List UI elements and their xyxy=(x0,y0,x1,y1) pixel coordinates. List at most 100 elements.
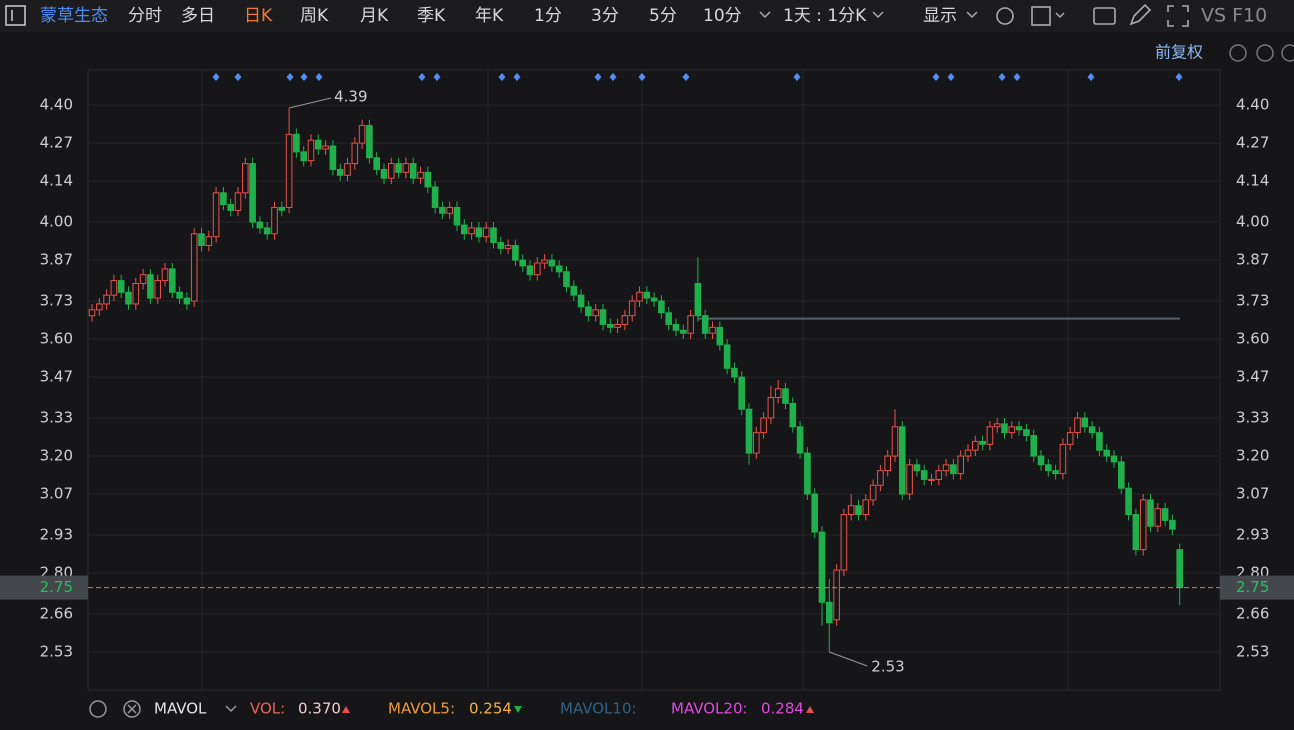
period-tab[interactable]: 分时 xyxy=(128,6,162,26)
close-x xyxy=(127,704,137,714)
candle-body xyxy=(1176,549,1184,589)
candle-body xyxy=(409,163,417,179)
candle-body xyxy=(475,227,483,238)
indicator-settings[interactable] xyxy=(89,700,107,718)
y-tick-label-right: 3.87 xyxy=(1236,251,1269,269)
candle-body xyxy=(256,221,264,229)
candle-body xyxy=(373,157,380,170)
last-price-badge xyxy=(0,575,88,600)
candle-body xyxy=(563,271,570,287)
candle-body xyxy=(774,388,782,399)
zoom-out-icon[interactable] xyxy=(1256,44,1274,62)
candle-body xyxy=(322,145,329,150)
candle-body xyxy=(687,315,694,334)
candle-body xyxy=(526,265,534,276)
candle-body xyxy=(701,315,709,334)
candle-body xyxy=(198,233,205,246)
period-tabs: 分时 多日 日K 周K 月K 季K 年K 1分 3分 5分 10分 xyxy=(128,6,742,26)
candle-body xyxy=(220,192,227,206)
display-menu[interactable]: 显示 xyxy=(923,6,957,26)
checkbox-icon[interactable] xyxy=(1031,6,1051,26)
y-tick-label-right: 3.33 xyxy=(1236,409,1269,427)
candle-body xyxy=(694,282,702,317)
candle-body xyxy=(1096,432,1103,451)
candle-body xyxy=(1161,508,1169,521)
settings-icon[interactable] xyxy=(996,7,1014,25)
y-tick-label-right: 3.07 xyxy=(1236,485,1269,503)
candle-body xyxy=(278,206,286,211)
candle-body xyxy=(636,291,643,302)
draw-icon[interactable] xyxy=(1129,3,1152,26)
candle-body xyxy=(716,326,724,346)
candle-body xyxy=(431,186,439,208)
event-marker xyxy=(609,73,617,81)
vol-value: 0.370 xyxy=(298,700,341,718)
candle-body xyxy=(453,206,461,226)
period-tab[interactable]: 月K xyxy=(360,6,389,26)
period-tab[interactable]: 10分 xyxy=(703,6,742,26)
min-label: 2.53 xyxy=(871,657,904,675)
candle-body xyxy=(519,259,527,267)
zoom-in-icon[interactable] xyxy=(1281,44,1294,62)
candle-body xyxy=(468,227,475,235)
candle-body xyxy=(1059,443,1067,475)
candle-body xyxy=(1125,487,1132,516)
period-tab[interactable]: 日K xyxy=(244,6,273,26)
y-tick-label: 3.07 xyxy=(40,485,73,503)
candle-body xyxy=(534,262,541,276)
candle-body xyxy=(125,291,132,305)
candle-body xyxy=(285,133,293,208)
up-arrow xyxy=(342,706,350,713)
candle-body xyxy=(497,242,505,249)
candle-body xyxy=(672,323,680,331)
y-tick-label-right: 4.27 xyxy=(1236,134,1269,152)
candle-body xyxy=(169,268,176,293)
y-tick-label: 4.14 xyxy=(40,172,73,190)
candle-body xyxy=(614,323,621,328)
period-tab[interactable]: 5分 xyxy=(649,6,677,26)
event-marker xyxy=(793,73,801,81)
candle-body xyxy=(395,163,402,173)
y-tick-label-right: 3.47 xyxy=(1236,368,1269,386)
stock-name[interactable]: 蒙草生态 xyxy=(40,6,108,26)
sidebar-icon[interactable] xyxy=(5,5,26,26)
candle-body xyxy=(307,139,315,162)
candle-body xyxy=(628,300,636,317)
candle-body xyxy=(147,274,154,299)
event-marker xyxy=(594,73,602,81)
fullscreen-icon[interactable] xyxy=(1167,5,1189,27)
max-leader xyxy=(288,97,332,109)
candle-body xyxy=(315,139,322,150)
y-tick-label-right: 2.66 xyxy=(1236,604,1269,622)
period-tab[interactable]: 年K xyxy=(475,6,504,26)
period-tab[interactable]: 多日 xyxy=(181,6,215,26)
adjust-mode[interactable]: 前复权 xyxy=(1155,43,1203,62)
indicator-close[interactable] xyxy=(123,700,141,718)
period-tab[interactable]: 季K xyxy=(417,6,446,26)
tools[interactable]: VS F10 xyxy=(1201,5,1267,27)
period-tab[interactable]: 1分 xyxy=(534,6,562,26)
candle-body xyxy=(351,142,359,165)
indicator-name[interactable]: MAVOL xyxy=(154,700,207,718)
last-price-label: 2.75 xyxy=(40,578,73,596)
candle-body xyxy=(555,265,563,273)
undo-icon[interactable] xyxy=(1229,44,1247,62)
down-arrow xyxy=(514,706,522,713)
candle-body xyxy=(1008,426,1016,434)
period-tab[interactable]: 3分 xyxy=(591,6,619,26)
candle-body xyxy=(993,423,1001,428)
event-marker xyxy=(433,73,441,81)
candle-body xyxy=(388,163,395,179)
candle-body xyxy=(920,470,928,480)
candle-body xyxy=(847,505,855,516)
candle-body xyxy=(665,312,673,325)
candle-body xyxy=(1045,464,1052,472)
period-tab[interactable]: 周K xyxy=(300,6,329,26)
candle-body xyxy=(650,297,658,302)
event-marker xyxy=(1087,73,1095,81)
camera-icon[interactable] xyxy=(1093,7,1116,25)
interval-select[interactable]: 1天 : 1分K xyxy=(783,6,867,26)
candle-body xyxy=(796,426,804,454)
event-marker xyxy=(1175,73,1183,81)
